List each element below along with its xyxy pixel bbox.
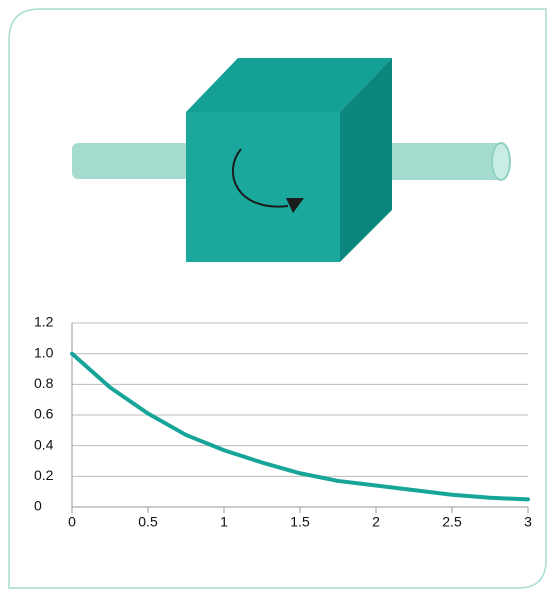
y-tick-label: 0.8 [34,375,54,391]
x-tick-label: 0.5 [138,514,158,530]
arrow-head [286,198,304,213]
rotation-arrow [232,148,289,208]
cube-front [186,112,340,262]
y-tick-label: 0.6 [34,406,54,422]
y-tick-label: 1.2 [34,314,54,330]
y-tick-label: 1.0 [34,344,54,360]
y-tick-label: 0.2 [34,467,54,483]
y-tick-label: 0 [34,498,42,514]
inlet-pipe [72,143,190,179]
x-tick-label: 3 [524,514,532,530]
x-tick-label: 0 [68,514,76,530]
x-tick-label: 1.5 [290,514,310,530]
cube-top [186,58,392,112]
pipe-end [491,142,511,181]
x-tick-label: 1 [220,514,228,530]
x-tick-label: 2 [372,514,380,530]
cube-side [340,58,392,262]
plot: 0 0.2 0.4 0.6 0.8 1.0 1.2 0 0.5 1 1.5 2 2.5 3 [34,314,532,530]
y-tick-label: 0.4 [34,436,54,452]
data-line [70,351,530,502]
mixer-illustration [72,58,511,262]
x-tick-label: 2.5 [442,514,462,530]
